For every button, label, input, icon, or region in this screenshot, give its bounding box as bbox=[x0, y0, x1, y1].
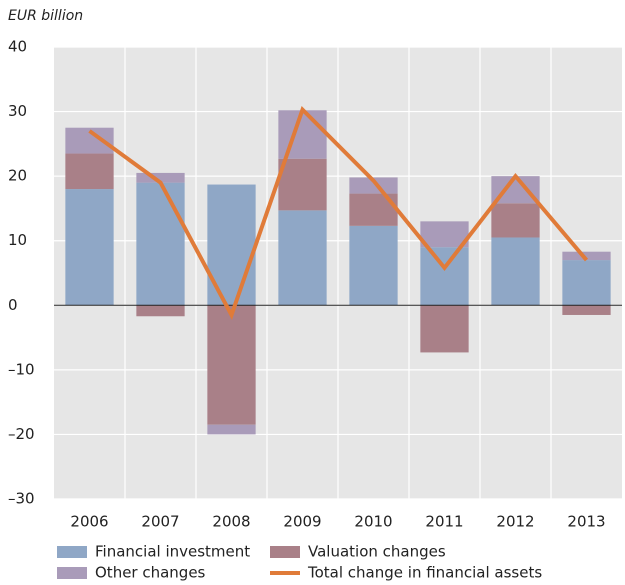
legend-swatch bbox=[57, 567, 87, 579]
bar-segment bbox=[136, 172, 185, 183]
x-tick-label: 2006 bbox=[70, 513, 108, 531]
y-tick-label: 0 bbox=[8, 296, 18, 314]
x-tick-label: 2008 bbox=[212, 513, 250, 531]
y-tick-label: –10 bbox=[8, 360, 35, 378]
bar-segment bbox=[136, 182, 185, 306]
bar-segment bbox=[65, 153, 114, 190]
bar-segment bbox=[491, 237, 540, 306]
bar-segment bbox=[562, 260, 611, 306]
legend-swatch bbox=[270, 571, 300, 575]
bar-segment bbox=[207, 424, 256, 435]
bar-segment bbox=[420, 221, 469, 248]
x-tick-label: 2012 bbox=[496, 513, 534, 531]
legend-label: Financial investment bbox=[95, 543, 250, 561]
legend-swatch bbox=[57, 546, 87, 558]
bar-segment bbox=[278, 158, 327, 211]
bar-segment bbox=[207, 305, 256, 425]
bar-segment bbox=[349, 225, 398, 306]
y-tick-label: 20 bbox=[8, 167, 27, 185]
x-tick-label: 2011 bbox=[425, 513, 463, 531]
y-tick-label: –20 bbox=[8, 425, 35, 443]
bar-segment bbox=[278, 210, 327, 306]
legend-swatch bbox=[270, 546, 300, 558]
bar-segment bbox=[349, 177, 398, 194]
x-tick-label: 2010 bbox=[354, 513, 392, 531]
line-series bbox=[88, 105, 589, 320]
legend-label: Other changes bbox=[95, 564, 206, 582]
y-tick-label: –30 bbox=[8, 490, 35, 508]
bar-segment bbox=[65, 189, 114, 306]
y-tick-label: 30 bbox=[8, 102, 27, 120]
legend-label: Valuation changes bbox=[308, 543, 446, 561]
x-tick-label: 2007 bbox=[141, 513, 179, 531]
bar-segment bbox=[562, 305, 611, 315]
bar-segment bbox=[420, 305, 469, 353]
legend-label: Total change in financial assets bbox=[307, 564, 542, 582]
y-tick-label: 40 bbox=[8, 38, 27, 56]
bar-segment bbox=[278, 110, 327, 159]
y-tick-label: 10 bbox=[8, 231, 27, 249]
bar-segment bbox=[136, 305, 185, 317]
x-tick-label: 2009 bbox=[283, 513, 321, 531]
x-tick-label: 2013 bbox=[567, 513, 605, 531]
bar-segment bbox=[420, 247, 469, 306]
bar-segment bbox=[562, 251, 611, 261]
y-axis-label: EUR billion bbox=[8, 8, 83, 24]
bar-segment bbox=[491, 203, 540, 238]
